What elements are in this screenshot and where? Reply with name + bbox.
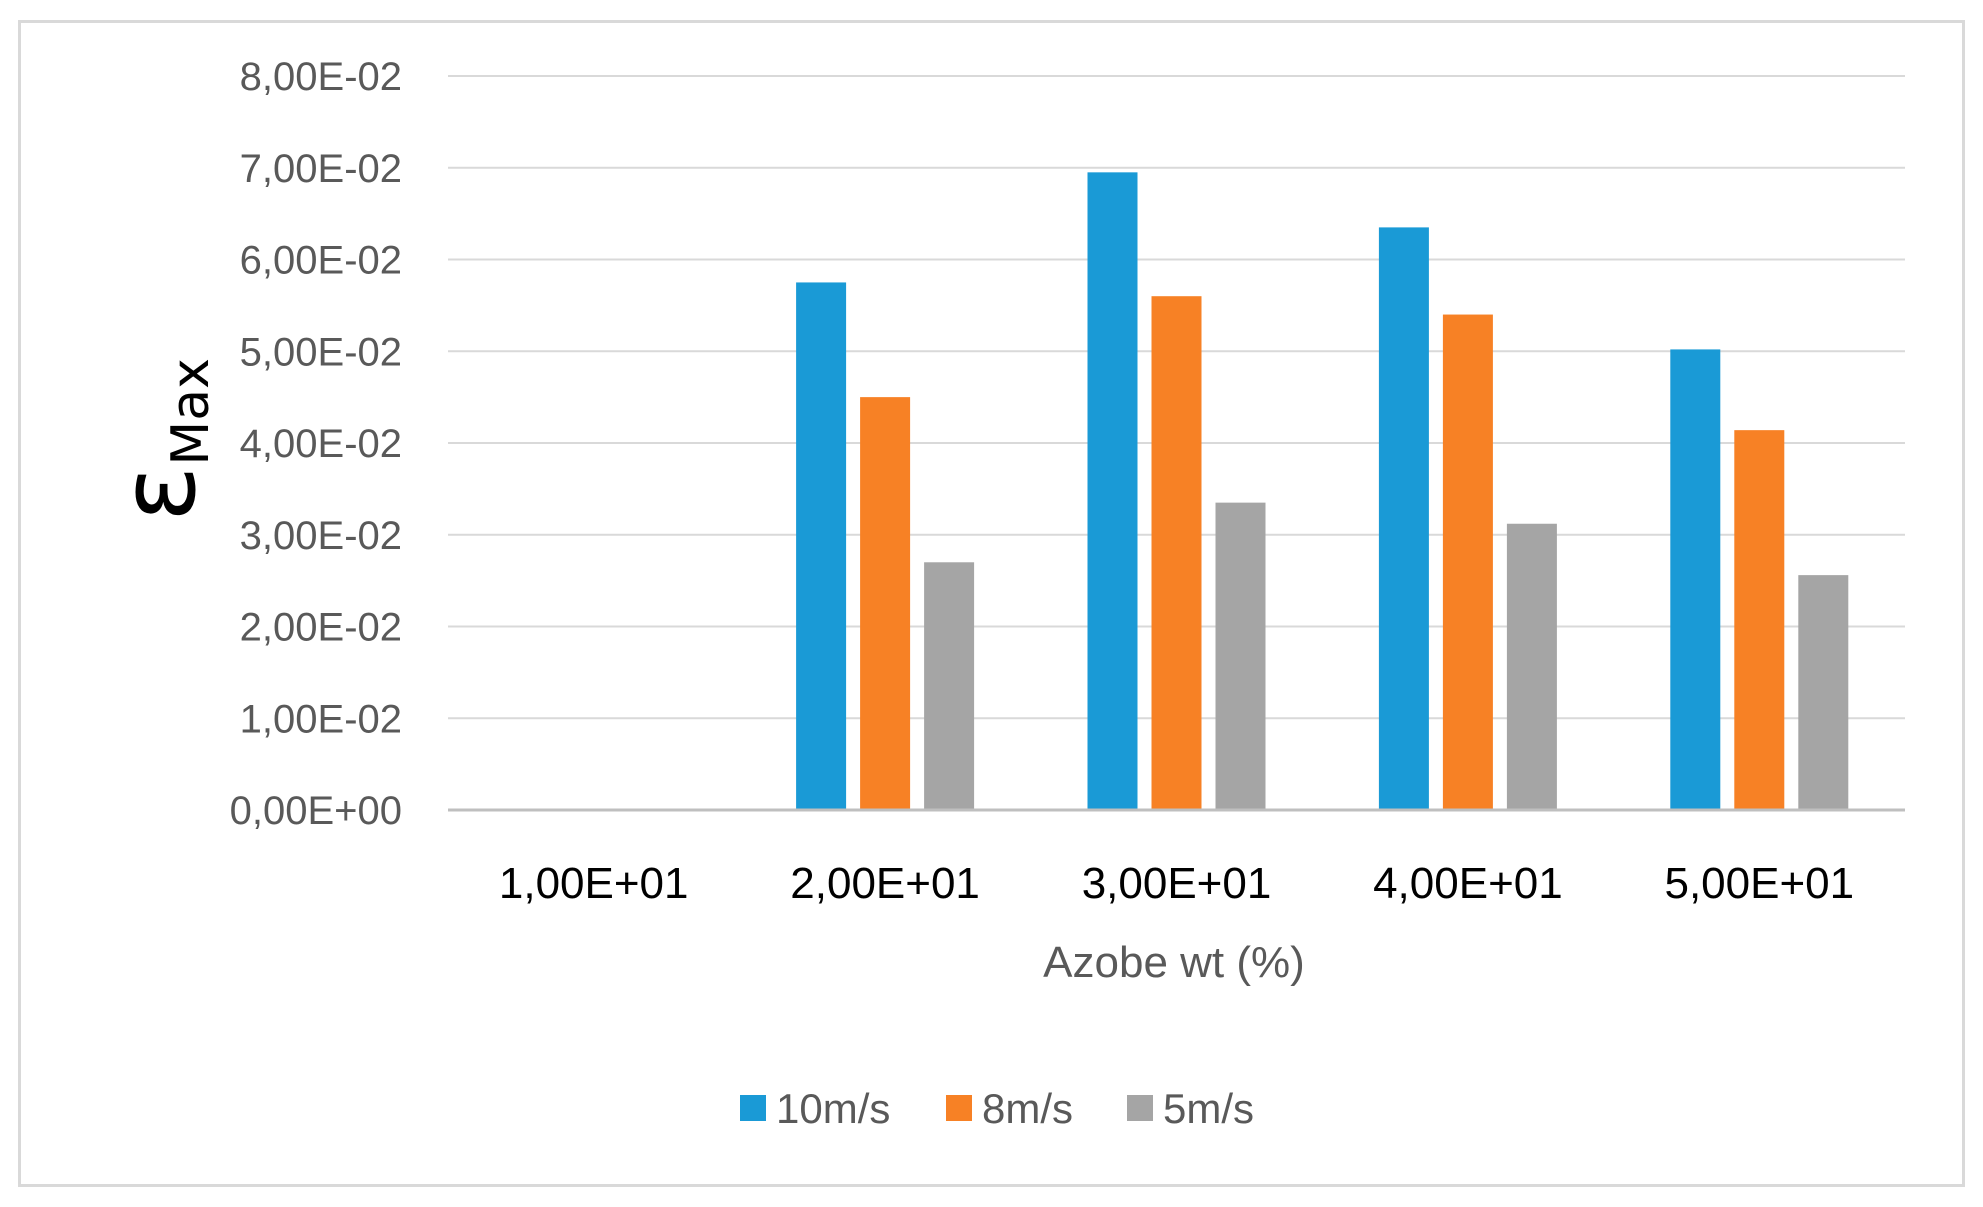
x-tick-label: 4,00E+01: [1373, 859, 1563, 908]
chart-frame: [18, 20, 1965, 1187]
x-tick-label: 1,00E+01: [499, 859, 689, 908]
legend-swatch: [946, 1095, 972, 1121]
bar: [860, 397, 911, 810]
y-tick-label: 0,00E+00: [230, 789, 402, 833]
x-tick-label: 5,00E+01: [1664, 859, 1854, 908]
legend-label: 10m/s: [776, 1085, 890, 1132]
y-tick-label: 1,00E-02: [240, 697, 402, 741]
legend: 10m/s 8m/s 5m/s: [740, 1085, 1254, 1132]
x-tick-label: 2,00E+01: [790, 859, 980, 908]
x-tick-labels: 1,00E+01 2,00E+01 3,00E+01 4,00E+01 5,00E+01: [499, 859, 1854, 908]
legend-label: 8m/s: [982, 1085, 1073, 1132]
y-tick-label: 4,00E-02: [240, 422, 402, 466]
y-tick-label: 2,00E-02: [240, 606, 402, 650]
legend-swatch: [740, 1095, 766, 1121]
bar: [1506, 523, 1557, 810]
y-tick-label: 8,00E-02: [240, 55, 402, 99]
x-tick-label: 3,00E+01: [1082, 859, 1272, 908]
bar: [1798, 575, 1849, 810]
legend-swatch: [1127, 1095, 1153, 1121]
legend-label: 5m/s: [1163, 1085, 1254, 1132]
y-tick-label: 5,00E-02: [240, 330, 402, 374]
bar: [1442, 314, 1493, 810]
bar: [796, 282, 847, 810]
y-axis-title-main: ε: [97, 466, 219, 522]
y-tick-labels: 0,00E+00 1,00E-02 2,00E-02 3,00E-02 4,00E-02…: [230, 55, 402, 833]
bar: [1378, 227, 1429, 810]
x-axis-title: Azobe wt (%): [1043, 938, 1305, 987]
bar: [1087, 172, 1138, 810]
bar: [1151, 296, 1202, 810]
y-axis-title-subscript: Max: [161, 358, 221, 466]
bar: [1734, 430, 1785, 810]
bar: [1215, 502, 1266, 810]
bar: [924, 562, 975, 810]
y-tick-label: 7,00E-02: [240, 147, 402, 191]
bars: [796, 172, 1849, 810]
bar: [1670, 349, 1721, 810]
y-tick-label: 6,00E-02: [240, 239, 402, 283]
y-axis-title: εMax: [97, 358, 221, 522]
y-tick-label: 3,00E-02: [240, 514, 402, 558]
